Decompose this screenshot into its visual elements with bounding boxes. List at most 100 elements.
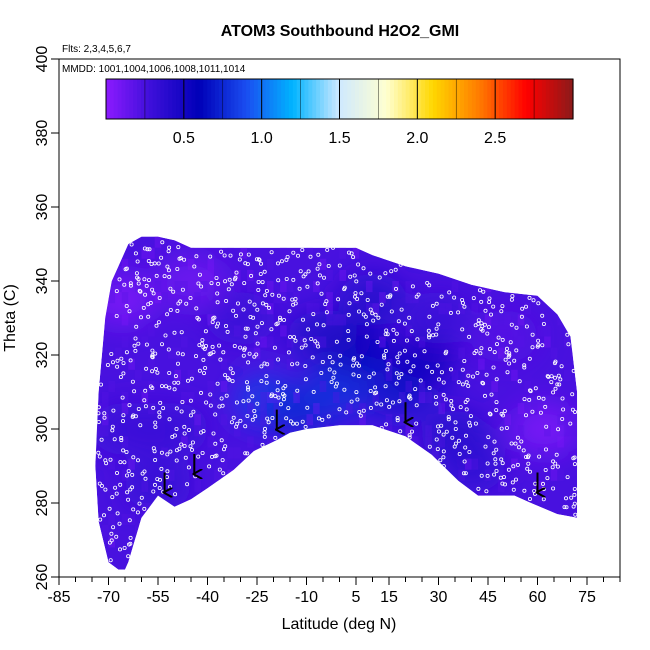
field-cell xyxy=(359,403,366,415)
sample-point xyxy=(228,253,233,258)
sample-point xyxy=(167,370,172,375)
sample-point xyxy=(407,435,412,440)
sample-point xyxy=(276,357,281,362)
colorbar-segment xyxy=(172,79,177,119)
sample-point xyxy=(489,392,494,397)
sample-point xyxy=(436,377,441,382)
sample-point xyxy=(368,405,373,410)
sample-point xyxy=(156,261,161,266)
field-cell xyxy=(511,369,518,381)
sample-point xyxy=(311,312,316,317)
sample-point xyxy=(143,476,148,481)
colorbar-segment xyxy=(277,79,282,119)
sample-point xyxy=(165,469,170,474)
field-cell xyxy=(464,536,472,548)
colorbar-segment xyxy=(425,79,430,119)
sample-point xyxy=(223,323,228,328)
field-cell xyxy=(121,292,129,304)
sample-point xyxy=(165,312,170,317)
sample-point xyxy=(248,314,253,319)
sample-point xyxy=(142,246,147,251)
sample-point xyxy=(374,401,379,406)
field-cell xyxy=(187,392,195,404)
sample-point xyxy=(216,281,221,286)
sample-point xyxy=(214,275,219,280)
field-cell xyxy=(557,558,564,570)
sample-point xyxy=(310,355,315,360)
sample-point xyxy=(460,297,465,302)
y-tick-label: 280 xyxy=(34,490,51,517)
field-cell xyxy=(128,358,135,370)
field-cell xyxy=(247,347,254,359)
sample-point xyxy=(222,253,227,258)
sample-point xyxy=(435,363,440,368)
sample-point xyxy=(517,379,522,384)
field-cell xyxy=(557,269,564,281)
sample-point xyxy=(231,415,236,420)
sample-point xyxy=(232,343,237,348)
colorbar-segment xyxy=(203,79,208,119)
sample-point xyxy=(528,389,533,394)
sample-point xyxy=(326,263,331,268)
field-cell xyxy=(405,292,413,304)
sample-point xyxy=(118,460,123,465)
sample-point xyxy=(99,382,104,387)
sample-point xyxy=(364,334,369,339)
sample-point xyxy=(303,363,308,368)
sample-point xyxy=(270,292,275,297)
sample-point xyxy=(346,312,351,317)
field-cell xyxy=(155,226,162,237)
sample-point xyxy=(425,364,430,369)
colorbar-segment xyxy=(362,79,368,119)
sample-point xyxy=(241,399,246,404)
colorbar-segment xyxy=(534,79,539,119)
sample-point xyxy=(338,353,343,358)
sample-point xyxy=(102,513,107,518)
field-cell xyxy=(253,281,261,293)
sample-point xyxy=(203,365,208,370)
field-cell xyxy=(200,269,208,281)
field-cell xyxy=(332,469,340,481)
field-blob xyxy=(206,292,275,344)
sample-point xyxy=(124,449,129,454)
sample-point xyxy=(138,289,143,294)
field-cell xyxy=(537,536,545,548)
colorbar-segment xyxy=(222,79,228,119)
sample-point xyxy=(486,435,491,440)
sample-point xyxy=(136,341,141,346)
colorbar-segment xyxy=(397,79,403,119)
sample-point xyxy=(536,338,541,343)
sample-point xyxy=(123,267,128,272)
field-cell xyxy=(247,281,254,293)
field-cell xyxy=(431,547,439,559)
field-cell xyxy=(181,436,188,448)
sample-point xyxy=(315,281,320,286)
sample-point xyxy=(500,337,505,342)
sample-point xyxy=(143,388,148,393)
field-cell xyxy=(194,292,201,304)
sample-point xyxy=(221,471,226,476)
sample-point xyxy=(175,361,180,366)
sample-point xyxy=(483,308,488,313)
sample-point xyxy=(441,432,446,437)
field-cell xyxy=(326,436,333,448)
sample-point xyxy=(572,455,577,460)
colorbar-segment xyxy=(467,79,473,119)
sample-point xyxy=(110,424,115,429)
sample-point xyxy=(351,363,356,368)
field-cell xyxy=(154,281,162,293)
sample-point xyxy=(464,407,469,412)
sample-point xyxy=(397,351,402,356)
sample-point xyxy=(138,423,143,428)
sample-point xyxy=(427,335,432,340)
sample-point xyxy=(264,288,269,293)
sample-point xyxy=(182,443,187,448)
sample-point xyxy=(479,346,484,351)
sample-point xyxy=(133,336,138,341)
field-cell xyxy=(207,558,215,570)
sample-point xyxy=(435,424,440,429)
sample-point xyxy=(348,274,353,279)
colorbar-segment xyxy=(261,79,267,119)
sample-point xyxy=(265,416,270,421)
sample-point xyxy=(142,277,147,282)
